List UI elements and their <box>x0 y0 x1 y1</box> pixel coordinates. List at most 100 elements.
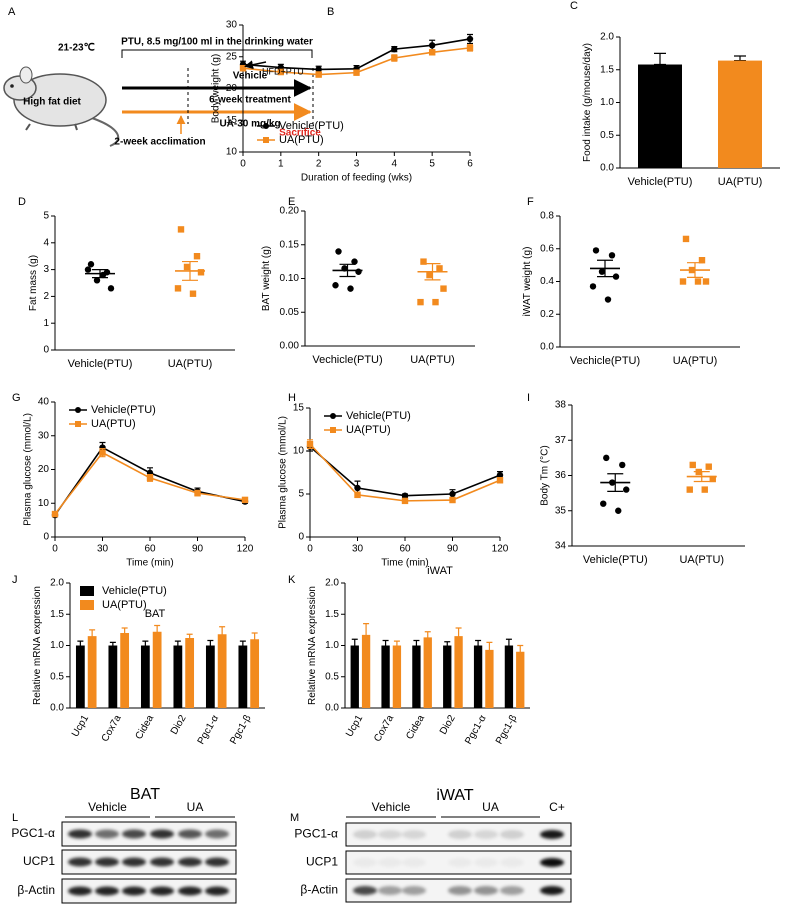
data-point <box>466 44 474 52</box>
x-tick-label: 60 <box>144 544 156 555</box>
y-tick-label: 36 <box>555 470 567 481</box>
data-point <box>354 484 361 492</box>
treatment-label: PTU, 8.5 mg/100 ml in the drinking water <box>121 37 313 48</box>
y-tick-label: 0.2 <box>540 309 554 320</box>
bar <box>361 634 371 708</box>
panel-label: J <box>12 574 18 586</box>
bar <box>205 645 215 708</box>
legend-label: UA(PTU) <box>91 418 136 430</box>
blot-band <box>353 886 377 895</box>
blot-band <box>353 858 377 867</box>
blot-band <box>150 829 174 839</box>
row-label: PGC1-α <box>11 826 55 840</box>
bar <box>473 645 483 708</box>
y-tick-label: 0.15 <box>280 239 300 250</box>
data-point <box>99 449 106 456</box>
x-tick-label: Ucp1 <box>70 713 91 739</box>
row-label: UCP1 <box>306 855 338 869</box>
y-tick-label: 0.0 <box>50 703 64 714</box>
bar <box>350 645 359 708</box>
x-tick-label: 0 <box>240 159 246 170</box>
data-point <box>107 285 115 292</box>
blot-band <box>500 830 524 839</box>
data-point <box>702 278 710 285</box>
y-tick-label: 2.0 <box>50 578 64 589</box>
blot-title: iWAT <box>436 787 474 804</box>
x-tick-label: 4 <box>392 159 398 170</box>
panel-label: A <box>8 6 16 18</box>
legend-marker <box>330 427 336 433</box>
data-point <box>332 282 339 289</box>
y-tick-label: 15 <box>293 403 305 414</box>
blot-band <box>474 886 498 895</box>
data-point <box>354 491 361 499</box>
x-tick-label: 0 <box>307 544 313 555</box>
x-tick-label: Dio2 <box>169 713 189 737</box>
data-point <box>604 296 612 303</box>
y-tick-label: 20 <box>226 83 238 94</box>
x-tick-label: 30 <box>352 544 364 555</box>
data-point <box>428 49 436 56</box>
blot-band <box>402 858 426 867</box>
y-tick-label: 2 <box>43 291 49 302</box>
blot-band <box>68 829 92 839</box>
mouse-icon <box>3 66 120 147</box>
bar <box>504 645 514 708</box>
x-tick-label: UA(PTU) <box>410 354 455 366</box>
data-point <box>608 252 616 259</box>
x-tick-label: 120 <box>492 544 509 555</box>
y-tick-label: 0.05 <box>280 307 300 318</box>
data-point <box>174 285 182 292</box>
bar <box>217 634 227 708</box>
blot-band <box>540 886 564 895</box>
data-point <box>694 278 702 285</box>
series-line <box>54 451 246 515</box>
blot-band <box>95 829 119 839</box>
data-point <box>600 500 607 507</box>
panel-label: F <box>527 196 534 208</box>
blot-band <box>540 830 564 839</box>
annotation-arrow <box>244 60 267 70</box>
y-tick-label: 10 <box>226 147 238 158</box>
y-tick-label: 0 <box>43 345 49 356</box>
data-point <box>603 454 610 462</box>
data-point <box>315 71 322 78</box>
x-tick-label: 0 <box>52 544 58 555</box>
panel-label: I <box>527 392 530 404</box>
x-axis-label: Time (min) <box>126 558 173 569</box>
x-tick-label: 3 <box>354 159 360 170</box>
legend-swatch <box>80 586 94 596</box>
group-label: C+ <box>549 800 565 814</box>
x-tick-label: 60 <box>399 544 411 555</box>
x-tick-label: UA(PTU) <box>168 358 213 370</box>
blot-band <box>500 886 524 895</box>
x-axis-label: Time (min) <box>381 558 428 569</box>
y-tick-label: 30 <box>226 20 238 31</box>
legend-marker <box>75 421 81 427</box>
error-bar <box>339 263 356 278</box>
bar <box>423 637 432 708</box>
legend-label: Vehicle(PTU) <box>346 410 411 422</box>
data-point <box>686 486 693 493</box>
blot-band <box>205 857 229 867</box>
data-point <box>417 298 424 306</box>
data-point <box>87 261 95 268</box>
panel-label: D <box>18 196 26 208</box>
y-axis-label: Plasma glucose (mmol/L) <box>277 416 288 529</box>
bar <box>120 633 130 708</box>
y-axis-label: iWAT weight (g) <box>522 247 533 317</box>
x-tick-label: UA(PTU) <box>679 554 724 566</box>
x-tick-label: 90 <box>192 544 204 555</box>
x-tick-label: 30 <box>97 544 109 555</box>
x-tick-label: Cidea <box>134 713 157 742</box>
data-point <box>701 486 708 493</box>
y-tick-label: 0.4 <box>540 276 554 287</box>
y-tick-label: 0.00 <box>280 341 300 352</box>
blot-band <box>68 857 92 867</box>
x-tick-label: Pgc1-α <box>196 713 222 746</box>
y-tick-label: 1.0 <box>325 640 339 651</box>
y-tick-label: 1 <box>43 318 49 329</box>
panel-a: A 21-23℃ High fat diet PTU, 8.5 mg/100 m… <box>3 6 321 148</box>
x-tick-label: Cox7a <box>372 713 396 744</box>
y-tick-label: 0.6 <box>540 243 554 254</box>
